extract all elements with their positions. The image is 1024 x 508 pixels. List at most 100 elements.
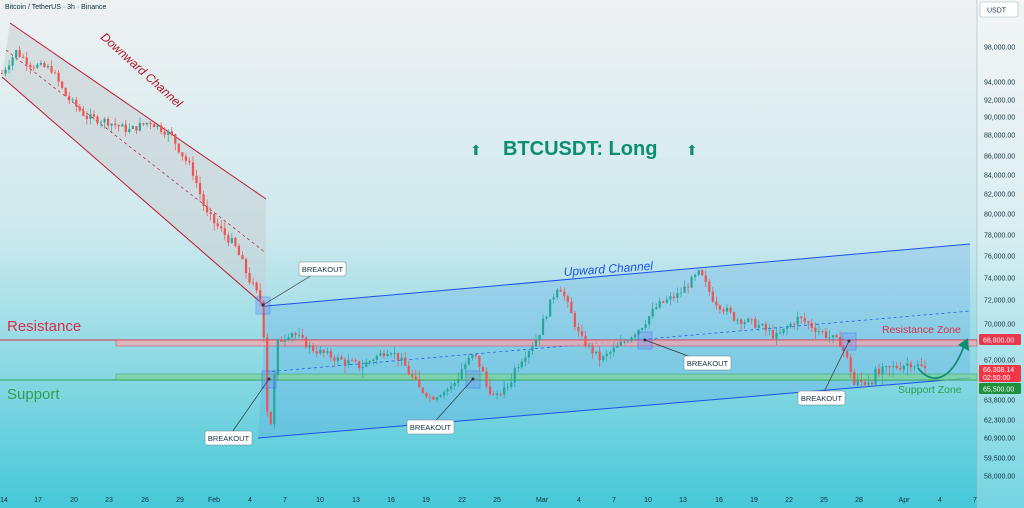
y-tick-label: 94,000.00	[984, 80, 1015, 87]
candle-body	[849, 357, 852, 373]
candle-body	[566, 296, 569, 302]
candle-body	[884, 366, 888, 367]
x-tick-label: 4	[248, 497, 252, 504]
candle-body	[160, 125, 163, 132]
candle-body	[396, 352, 400, 361]
x-tick-label: Apr	[899, 497, 911, 504]
candle-body	[637, 329, 640, 335]
breakout-connector	[227, 378, 270, 439]
candle-body	[814, 327, 817, 332]
y-tick-label: 72,000.00	[984, 298, 1015, 305]
candle-body	[230, 237, 233, 243]
candle-body	[368, 360, 371, 363]
candle-body	[174, 134, 177, 144]
candle-body	[633, 334, 637, 338]
breakout-dot	[261, 303, 265, 307]
candle-body	[439, 395, 442, 398]
upward-channel-lower-line	[257, 377, 971, 439]
current-price-tag: 66,308.14 02:50:00	[979, 365, 1021, 382]
y-axis-ticks: 98,000.00 94,000.00 92,000.00 90,000.00 88,0…	[984, 45, 1015, 481]
candle-body	[53, 72, 57, 74]
x-tick-label: 13	[679, 497, 687, 504]
candle-body	[315, 351, 318, 354]
candle-body	[853, 372, 856, 385]
y-tick-label: 98,000.00	[984, 45, 1015, 52]
candle-body	[170, 131, 173, 135]
currency-badge[interactable]: USDT	[979, 1, 1019, 18]
downward-channel[interactable]	[1, 22, 267, 308]
y-tick-label: 88,000.00	[984, 133, 1015, 140]
candle-body	[595, 351, 598, 354]
candle-body	[276, 339, 279, 375]
candle-body	[842, 346, 845, 352]
candle-body	[96, 116, 99, 124]
x-tick-label: 4	[577, 497, 581, 504]
candle-body	[407, 365, 410, 375]
candle-body	[602, 356, 605, 361]
candle-body	[556, 289, 559, 298]
candle-body	[273, 374, 276, 425]
y-tick-label: 58,000.00	[984, 474, 1015, 481]
candle-body	[326, 351, 329, 353]
candle-body	[220, 226, 223, 229]
candle-body	[457, 379, 460, 384]
candle-body	[22, 56, 25, 58]
price-axis[interactable]	[977, 0, 1024, 508]
candle-body	[757, 325, 760, 328]
headline-text: BTCUSDT: Long	[503, 138, 657, 160]
candle-body	[442, 391, 446, 396]
candle-body	[821, 331, 824, 333]
candle-body	[492, 394, 495, 395]
candle-body	[248, 273, 251, 283]
candle-body	[135, 126, 138, 131]
candle-body	[481, 366, 485, 372]
x-tick-label: 22	[458, 497, 466, 504]
candle-body	[824, 331, 828, 338]
candle-body	[630, 337, 633, 342]
candle-body	[82, 110, 85, 116]
candle-body	[729, 307, 732, 313]
support-label: Support	[7, 386, 60, 403]
candle-body	[725, 307, 729, 312]
x-tick-label: 16	[715, 497, 723, 504]
candle-body	[15, 50, 18, 58]
candle-body	[128, 128, 131, 133]
x-tick-label: 19	[422, 497, 430, 504]
x-tick-label: Feb	[208, 497, 220, 504]
breakout-dot	[267, 377, 271, 381]
candle-body	[800, 316, 803, 319]
resistance-zone-label: Resistance Zone	[882, 324, 961, 336]
candle-body	[163, 131, 166, 135]
candle-body	[863, 381, 866, 385]
svg-text:USDT: USDT	[987, 8, 1007, 15]
breakout-dot	[847, 339, 851, 343]
candle-body	[121, 124, 124, 127]
candle-body	[280, 339, 283, 342]
x-tick-label: 19	[750, 497, 758, 504]
candle-body	[549, 299, 552, 317]
candle-body	[923, 366, 927, 368]
candle-body	[584, 335, 587, 347]
candle-body	[343, 359, 347, 365]
candle-body	[881, 366, 884, 375]
candle-body	[683, 286, 686, 293]
candle-body	[563, 291, 566, 297]
candle-body	[570, 301, 573, 314]
x-tick-label: 22	[785, 497, 793, 504]
breakout-connector	[429, 378, 474, 428]
resistance-zone	[115, 339, 978, 347]
candle-body	[297, 334, 301, 336]
candle-body	[319, 349, 322, 354]
candle-body	[648, 316, 651, 325]
candle-body	[411, 374, 414, 377]
downward-channel-lower-line	[1, 76, 267, 308]
candle-body	[839, 337, 842, 347]
downward-channel-upper-line	[9, 22, 267, 200]
candle-body	[329, 351, 332, 358]
candle-body	[895, 365, 898, 368]
candle-body	[771, 330, 775, 339]
candle-body	[32, 67, 35, 69]
candle-body	[234, 237, 237, 246]
candle-body	[708, 281, 711, 292]
